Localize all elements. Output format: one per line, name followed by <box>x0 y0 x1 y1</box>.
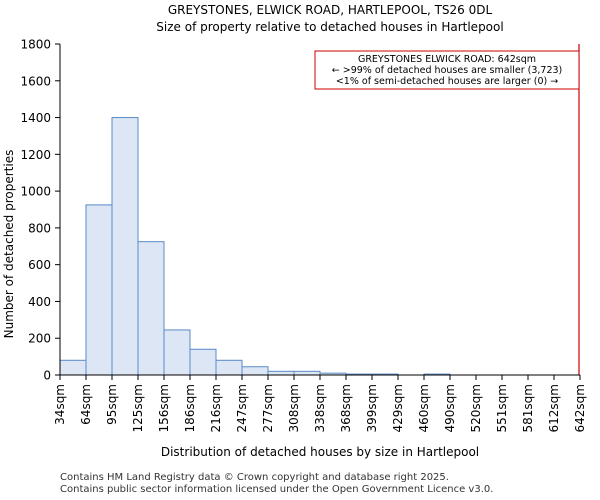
bar-186sqm <box>189 348 217 376</box>
x-tick-label: 125sqm <box>131 384 145 432</box>
y-tick-label: 1400 <box>20 111 51 125</box>
annotation-box: GREYSTONES ELWICK ROAD: 642sqm ← >99% of… <box>314 50 580 90</box>
bar-156sqm <box>163 329 191 376</box>
bars-group <box>59 117 451 376</box>
x-tick-label: 308sqm <box>287 384 301 432</box>
annotation-line-1: GREYSTONES ELWICK ROAD: 642sqm <box>358 54 536 65</box>
x-tick-label: 277sqm <box>261 384 275 432</box>
x-tick-label: 34sqm <box>53 384 67 425</box>
footer-licence: Contains public sector information licen… <box>60 484 494 495</box>
bar-34sqm <box>59 359 87 376</box>
x-tick-label: 490sqm <box>443 384 457 432</box>
footer-copyright: Contains HM Land Registry data © Crown c… <box>60 472 449 483</box>
x-tick-label: 338sqm <box>313 384 327 432</box>
x-axis-ticks: 34sqm 64sqm 95sqm 125sqm 156sqm 186sqm 216sqm 2… <box>53 375 587 432</box>
bar-64sqm <box>85 204 113 376</box>
annotation-line-3: <1% of semi-detached houses are larger (… <box>336 76 558 87</box>
y-tick-label: 0 <box>43 369 51 383</box>
bar-247sqm <box>241 366 269 376</box>
y-tick-label: 1000 <box>20 185 51 199</box>
annotation-border <box>314 50 580 90</box>
chart-subtitle: Size of property relative to detached ho… <box>156 20 503 34</box>
x-tick-label: 247sqm <box>235 384 249 432</box>
x-tick-label: 186sqm <box>183 384 197 432</box>
bar-216sqm <box>215 359 243 376</box>
x-tick-label: 95sqm <box>105 384 119 425</box>
y-axis-label: Number of detached properties <box>2 150 16 339</box>
bar-125sqm <box>137 241 165 376</box>
chart-title: GREYSTONES, ELWICK ROAD, HARTLEPOOL, TS2… <box>168 3 493 17</box>
x-tick-label: 581sqm <box>521 384 535 432</box>
x-tick-label: 156sqm <box>157 384 171 432</box>
annotation-line-2: ← >99% of detached houses are smaller (3… <box>332 65 563 76</box>
x-tick-label: 429sqm <box>391 384 405 432</box>
bar-308sqm <box>293 370 321 376</box>
x-tick-label: 216sqm <box>209 384 223 432</box>
x-tick-label: 520sqm <box>469 384 483 432</box>
x-tick-label: 642sqm <box>573 384 587 432</box>
y-tick-label: 200 <box>28 332 51 346</box>
x-tick-label: 460sqm <box>417 384 431 432</box>
bar-277sqm <box>267 370 295 376</box>
x-tick-label: 551sqm <box>495 384 509 432</box>
y-tick-label: 400 <box>28 295 51 309</box>
y-axis-ticks: 0 200 400 600 800 1000 1200 1400 1600 1800 <box>20 38 60 383</box>
y-tick-label: 1200 <box>20 148 51 162</box>
y-tick-label: 1800 <box>20 38 51 52</box>
x-tick-label: 399sqm <box>365 384 379 432</box>
x-tick-label: 64sqm <box>79 384 93 425</box>
y-tick-label: 1600 <box>20 74 51 88</box>
y-tick-label: 600 <box>28 258 51 272</box>
bar-95sqm <box>111 117 139 376</box>
x-axis-label: Distribution of detached houses by size … <box>161 445 479 459</box>
y-tick-label: 800 <box>28 221 51 235</box>
x-tick-label: 368sqm <box>339 384 353 432</box>
x-tick-label: 612sqm <box>547 384 561 432</box>
